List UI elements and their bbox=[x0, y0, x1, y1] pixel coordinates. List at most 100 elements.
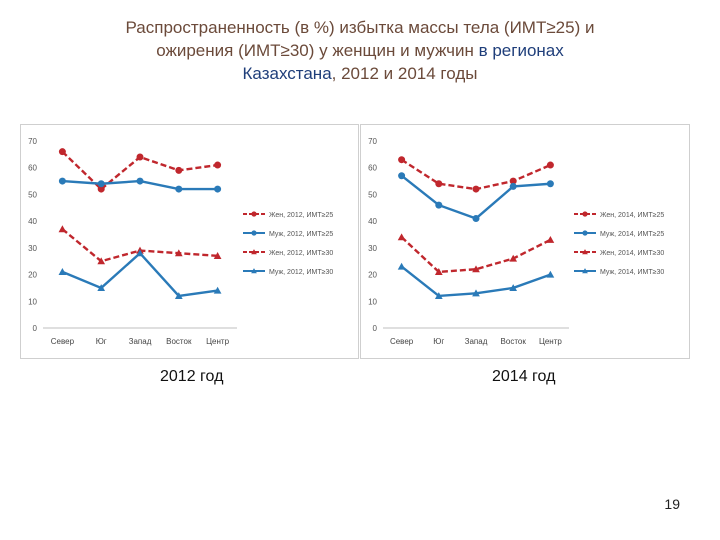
y-tick-label: 50 bbox=[28, 190, 37, 199]
title-line-1: Распространенность (в %) избытка массы т… bbox=[125, 18, 595, 37]
title-line-2-part-a: ожирения (ИМТ≥30) у женщин и мужчин bbox=[156, 41, 479, 60]
chart-2012: 0 10 20 30 40 50 60 70 Север Юг Запад Восток Центр Же… bbox=[28, 137, 333, 346]
data-point bbox=[97, 284, 106, 292]
data-point bbox=[472, 289, 480, 297]
x-tick-label: Запад bbox=[129, 337, 152, 346]
x-tick-label: Север bbox=[390, 337, 414, 346]
y-tick-label: 40 bbox=[368, 217, 377, 226]
x-tick-label: Центр bbox=[206, 337, 229, 346]
legend-marker bbox=[251, 268, 257, 274]
legend-marker bbox=[251, 211, 257, 217]
data-point bbox=[97, 257, 106, 265]
data-point bbox=[509, 177, 517, 185]
data-point bbox=[97, 180, 105, 188]
series-line bbox=[61, 228, 218, 263]
data-point bbox=[546, 235, 555, 243]
data-point bbox=[136, 177, 144, 185]
chart-panel-2012: 0 10 20 30 40 50 60 70 Север Юг Запад Восток Центр Же… bbox=[20, 124, 359, 359]
data-point bbox=[546, 161, 554, 169]
y-tick-label: 10 bbox=[28, 297, 37, 306]
data-point bbox=[435, 180, 443, 188]
legend-marker bbox=[251, 230, 257, 236]
data-point bbox=[546, 180, 554, 188]
data-point bbox=[397, 262, 406, 270]
legend-label: Жен, 2014, ИМТ≥25 bbox=[600, 212, 664, 219]
legend-marker bbox=[582, 249, 588, 255]
legend-marker bbox=[582, 230, 588, 236]
data-point bbox=[214, 161, 222, 169]
data-point bbox=[174, 249, 183, 257]
data-point bbox=[175, 166, 183, 174]
y-tick-label: 40 bbox=[28, 217, 37, 226]
x-tick-label: Запад bbox=[465, 337, 488, 346]
data-point bbox=[434, 292, 443, 300]
series-line bbox=[61, 251, 218, 298]
chart-panel-2014: 0 10 20 30 40 50 60 70 Север Юг Запад Восток Центр Же… bbox=[360, 124, 690, 359]
data-point bbox=[175, 185, 183, 193]
legend-label: Жен, 2012, ИМТ≥25 bbox=[269, 212, 333, 219]
x-tick-label: Север bbox=[51, 337, 75, 346]
y-tick-label: 0 bbox=[33, 324, 38, 333]
title-line-2-part-b: в регионах bbox=[478, 41, 564, 60]
legend-marker bbox=[582, 268, 588, 274]
data-point bbox=[472, 265, 480, 273]
data-point bbox=[509, 182, 517, 190]
data-point bbox=[97, 185, 105, 193]
title-line-3: Казахстана, 2012 и 2014 годы bbox=[40, 62, 680, 85]
y-tick-label: 0 bbox=[373, 324, 378, 333]
legend-label: Муж, 2012, ИМТ≥30 bbox=[269, 269, 333, 276]
page-number: 19 bbox=[664, 496, 680, 512]
y-tick-label: 30 bbox=[28, 244, 37, 253]
data-point bbox=[398, 156, 406, 164]
legend-label: Муж, 2012, ИМТ≥25 bbox=[269, 231, 333, 238]
title-line-3-part-a: Казахстана bbox=[242, 64, 332, 83]
data-point bbox=[472, 185, 480, 193]
title-line-2: ожирения (ИМТ≥30) у женщин и мужчин в ре… bbox=[40, 39, 680, 62]
y-tick-label: 50 bbox=[368, 190, 377, 199]
legend-label: Жен, 2014, ИМТ≥30 bbox=[600, 250, 664, 257]
x-tick-label: Центр bbox=[539, 337, 562, 346]
data-point bbox=[213, 252, 222, 259]
data-point bbox=[434, 268, 443, 275]
legend-label: Жен, 2012, ИМТ≥30 bbox=[269, 250, 333, 257]
data-point bbox=[472, 214, 480, 222]
legend-marker bbox=[582, 211, 588, 217]
slide-title: Распространенность (в %) избытка массы т… bbox=[40, 16, 680, 85]
legend-label: Муж, 2014, ИМТ≥25 bbox=[600, 231, 664, 238]
data-point bbox=[136, 249, 144, 257]
x-tick-label: Юг bbox=[433, 337, 444, 346]
y-tick-label: 60 bbox=[28, 164, 37, 173]
data-point bbox=[435, 201, 443, 209]
y-tick-label: 70 bbox=[368, 137, 377, 146]
data-point bbox=[213, 286, 222, 294]
data-point bbox=[214, 185, 222, 193]
x-tick-label: Восток bbox=[501, 337, 527, 346]
data-point bbox=[58, 225, 67, 233]
legend-marker bbox=[251, 249, 257, 255]
series-line bbox=[400, 174, 551, 220]
data-point bbox=[546, 270, 555, 278]
data-point bbox=[509, 284, 518, 292]
data-point bbox=[58, 148, 66, 156]
x-tick-label: Восток bbox=[166, 337, 192, 346]
y-tick-label: 30 bbox=[368, 244, 377, 253]
data-point bbox=[58, 177, 66, 185]
legend-label: Муж, 2014, ИМТ≥30 bbox=[600, 269, 664, 276]
title-line-3-part-b: , 2012 и 2014 годы bbox=[331, 64, 478, 83]
series-line bbox=[400, 236, 551, 274]
chart-2014: 0 10 20 30 40 50 60 70 Север Юг Запад Восток Центр Же… bbox=[368, 137, 664, 346]
data-point bbox=[397, 233, 406, 241]
chart-caption-2012: 2012 год bbox=[160, 368, 224, 385]
data-point bbox=[136, 153, 144, 161]
y-tick-label: 60 bbox=[368, 164, 377, 173]
y-tick-label: 20 bbox=[28, 271, 37, 280]
y-tick-label: 10 bbox=[368, 297, 377, 306]
data-point bbox=[174, 292, 183, 300]
x-tick-label: Юг bbox=[96, 337, 107, 346]
y-tick-label: 20 bbox=[368, 271, 377, 280]
y-tick-label: 70 bbox=[28, 137, 37, 146]
data-point bbox=[58, 268, 67, 275]
data-point bbox=[398, 172, 406, 180]
data-point bbox=[509, 254, 518, 262]
chart-caption-2014: 2014 год bbox=[492, 368, 556, 385]
